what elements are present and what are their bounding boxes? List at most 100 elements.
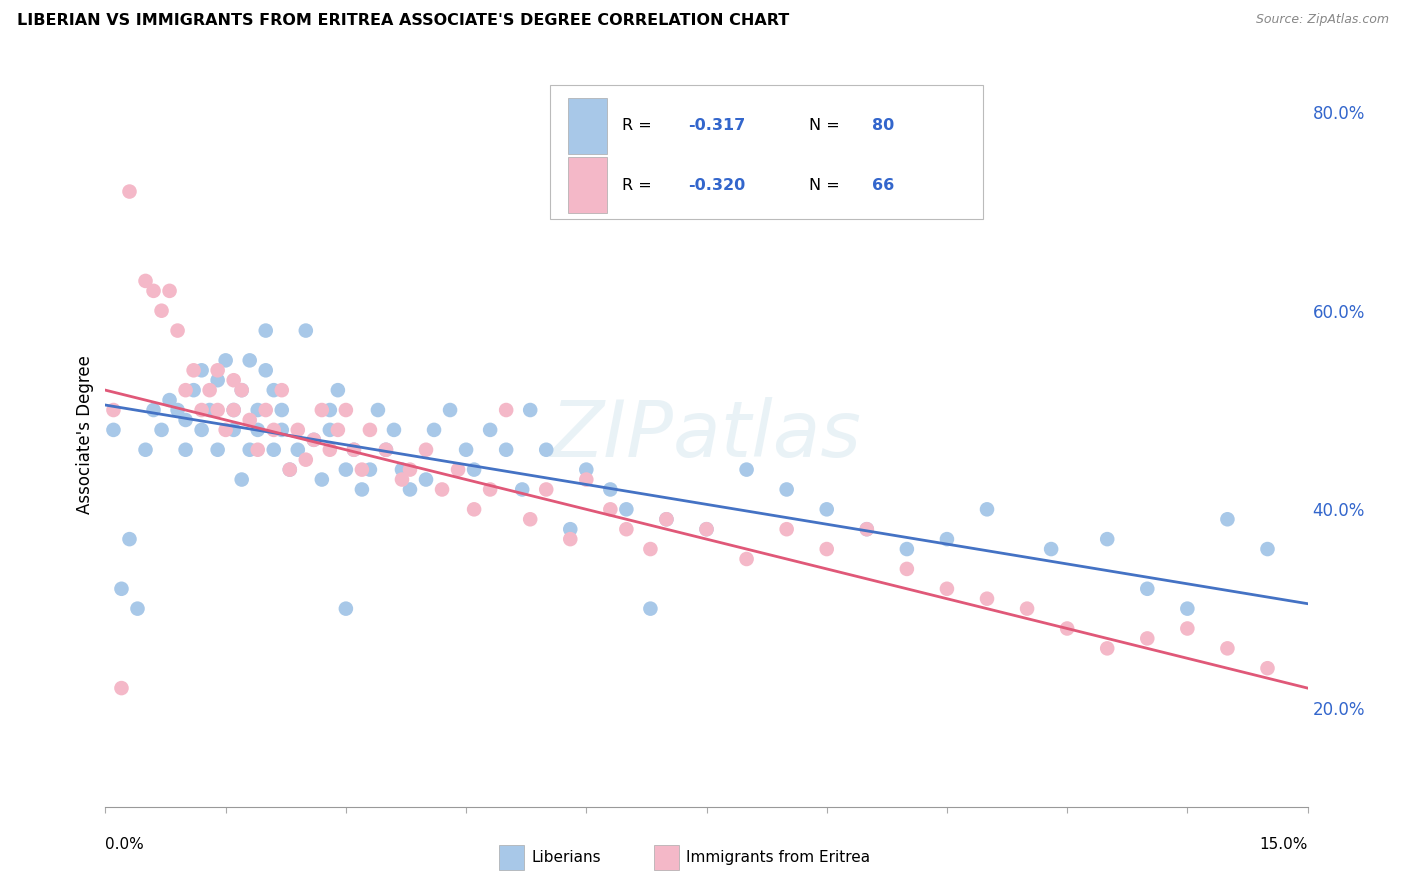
Point — [246, 423, 269, 437]
Point — [326, 383, 349, 397]
Text: 80: 80 — [872, 119, 894, 133]
Point — [150, 303, 173, 318]
Point — [142, 284, 165, 298]
Point — [127, 601, 149, 615]
Point — [855, 522, 877, 536]
Point — [183, 363, 205, 377]
Point — [855, 522, 877, 536]
Bar — [568, 157, 607, 213]
Text: 0.0%: 0.0% — [105, 837, 145, 852]
Point — [454, 442, 477, 457]
Text: R =: R = — [623, 119, 657, 133]
Point — [599, 502, 621, 516]
Point — [246, 442, 269, 457]
Point — [696, 522, 718, 536]
Point — [1040, 542, 1063, 557]
Point — [150, 423, 173, 437]
Point — [439, 403, 461, 417]
Point — [295, 452, 318, 467]
Point — [463, 502, 485, 516]
Point — [1257, 542, 1279, 557]
Point — [190, 363, 212, 377]
Point — [190, 403, 212, 417]
Point — [142, 403, 165, 417]
Point — [302, 433, 325, 447]
Point — [534, 442, 557, 457]
Text: R =: R = — [623, 178, 657, 193]
Point — [391, 462, 413, 476]
Point — [270, 383, 292, 397]
Point — [214, 423, 236, 437]
Point — [463, 462, 485, 476]
Point — [1177, 601, 1199, 615]
Point — [263, 442, 285, 457]
Point — [263, 423, 285, 437]
Point — [776, 522, 799, 536]
Point — [534, 483, 557, 497]
Point — [1056, 622, 1078, 636]
Point — [936, 582, 959, 596]
Point — [198, 383, 221, 397]
Point — [575, 462, 598, 476]
Point — [222, 403, 245, 417]
Point — [222, 373, 245, 387]
Point — [159, 284, 181, 298]
Text: ZIPatlas: ZIPatlas — [551, 397, 862, 473]
Point — [696, 522, 718, 536]
Point — [896, 542, 918, 557]
Point — [896, 562, 918, 576]
Point — [222, 403, 245, 417]
Point — [207, 363, 229, 377]
Point — [207, 373, 229, 387]
Bar — [568, 98, 607, 153]
Point — [343, 442, 366, 457]
Text: 66: 66 — [872, 178, 894, 193]
Point — [110, 681, 132, 695]
Point — [1257, 661, 1279, 675]
Point — [655, 512, 678, 526]
Point — [174, 383, 197, 397]
Point — [423, 423, 446, 437]
Text: -0.317: -0.317 — [689, 119, 745, 133]
Point — [118, 532, 141, 546]
Point — [183, 383, 205, 397]
Point — [118, 185, 141, 199]
Point — [174, 413, 197, 427]
Text: 15.0%: 15.0% — [1260, 837, 1308, 852]
Point — [510, 483, 533, 497]
Point — [519, 403, 541, 417]
Point — [174, 442, 197, 457]
Point — [350, 483, 373, 497]
Point — [359, 462, 381, 476]
Point — [815, 502, 838, 516]
Point — [278, 462, 301, 476]
Point — [367, 403, 389, 417]
Point — [319, 423, 342, 437]
Point — [254, 403, 277, 417]
Point — [1216, 641, 1239, 656]
Point — [776, 483, 799, 497]
Point — [735, 462, 758, 476]
Point — [190, 423, 212, 437]
Point — [1097, 641, 1119, 656]
Point — [159, 393, 181, 408]
Point — [254, 324, 277, 338]
Point — [278, 462, 301, 476]
Point — [374, 442, 398, 457]
Point — [263, 383, 285, 397]
Point — [319, 442, 342, 457]
Point — [495, 403, 517, 417]
Point — [270, 403, 292, 417]
Point — [640, 542, 662, 557]
Point — [135, 442, 157, 457]
Point — [231, 383, 253, 397]
Point — [815, 542, 838, 557]
Point — [103, 423, 125, 437]
Point — [295, 324, 318, 338]
Point — [495, 442, 517, 457]
Point — [326, 423, 349, 437]
Point — [560, 532, 582, 546]
Point — [239, 413, 262, 427]
Point — [231, 383, 253, 397]
Point — [335, 462, 357, 476]
